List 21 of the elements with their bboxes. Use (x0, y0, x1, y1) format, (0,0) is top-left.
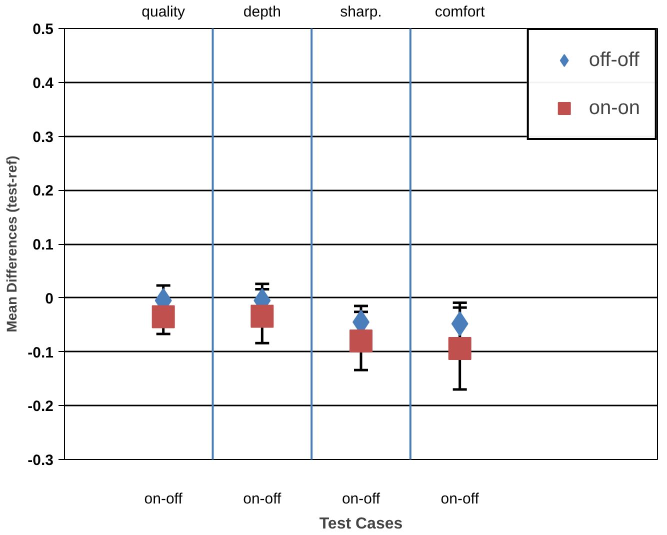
text: quality (142, 4, 186, 20)
x-tick-label: on-off (243, 490, 282, 508)
legend-label: on-on (588, 96, 640, 120)
y-tick-label: 0 (45, 290, 54, 308)
y-tick-label: 0.3 (32, 128, 54, 146)
y-tick-label: 0.5 (32, 21, 54, 38)
y-tick-label: -0.3 (28, 452, 54, 469)
text: depth (243, 4, 281, 20)
x-tick-label: on-off (440, 490, 480, 508)
y-tick-label: -0.1 (28, 344, 54, 362)
y-tick-label: 0.4 (32, 74, 54, 92)
y-axis-title: Mean Differences (test-ref) (4, 156, 20, 332)
y-tick-label: -0.2 (28, 398, 54, 416)
y-tick-label: 0.2 (32, 182, 54, 200)
x-tick-label: on-off (342, 490, 381, 508)
y-tick-label: 0.1 (32, 236, 54, 254)
text: comfort (434, 4, 486, 20)
x-tick-label: on-off (144, 490, 184, 508)
text: sharp. (340, 4, 382, 20)
legend-label: off-off (588, 48, 640, 72)
x-axis-title: Test Cases (319, 516, 403, 532)
